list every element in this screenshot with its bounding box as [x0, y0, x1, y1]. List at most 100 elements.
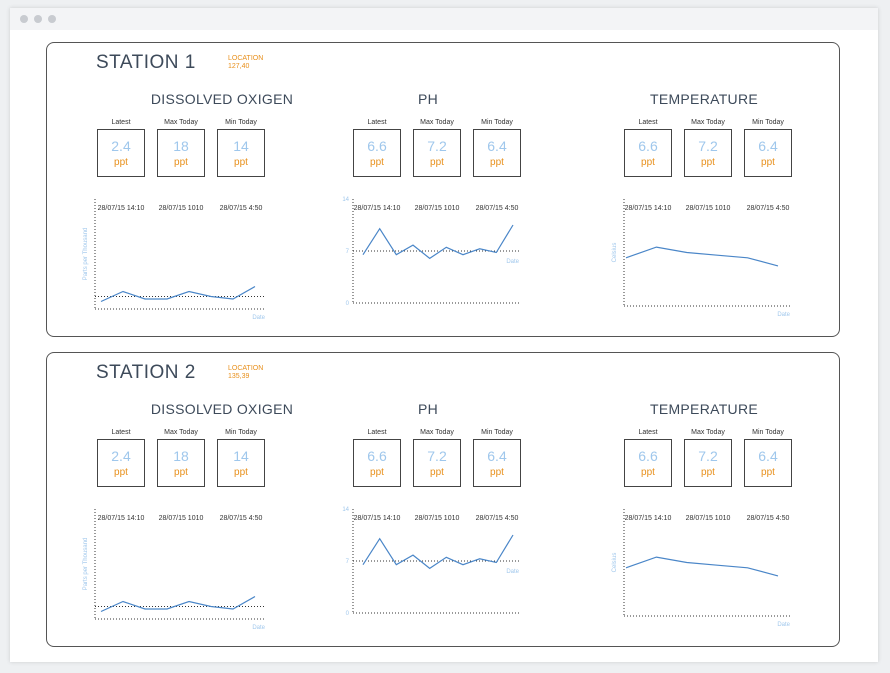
stat-time: 28/07/15 4:50 — [746, 205, 790, 212]
stat-box: 2.4 ppt — [97, 439, 145, 487]
stat-time: 28/07/15 1010 — [158, 205, 204, 212]
ph-chart: Date 0 7 14 — [342, 507, 519, 617]
stat-unit: ppt — [430, 467, 444, 478]
stat-value: 14 — [233, 448, 249, 464]
stat-min: Min Today 6.4 ppt 28/07/15 4:50 — [473, 429, 521, 522]
window-dot-icon[interactable] — [20, 15, 28, 23]
stat-unit: ppt — [490, 157, 504, 168]
stat-unit: ppt — [490, 467, 504, 478]
stat-box: 6.6 ppt — [353, 439, 401, 487]
x-axis-label: Date — [777, 312, 790, 318]
stat-box: 14 ppt — [217, 129, 265, 177]
stat-box: 6.4 ppt — [473, 129, 521, 177]
stat-label: Max Today — [420, 119, 454, 126]
stat-unit: ppt — [114, 467, 128, 478]
location-label: LOCATION — [228, 55, 264, 62]
x-axis-label: Date — [506, 259, 519, 265]
stat-max: Max Today 7.2 ppt 28/07/15 1010 — [413, 119, 461, 212]
y-tick-label: 7 — [346, 559, 350, 565]
stat-time: 28/07/15 4:50 — [746, 515, 790, 522]
stat-value: 7.2 — [698, 448, 718, 464]
stat-label: Min Today — [752, 119, 784, 126]
stat-box: 6.4 ppt — [744, 129, 792, 177]
stat-time: 28/07/15 14:10 — [97, 515, 145, 522]
stat-label: Latest — [367, 119, 387, 126]
station-panel: STATION 2 LOCATION 135,39 DISSOLVED OXIG… — [46, 352, 840, 647]
metric-title: DISSOLVED OXIGEN — [150, 401, 294, 417]
window-dot-icon[interactable] — [34, 15, 42, 23]
stat-box: 6.6 ppt — [353, 129, 401, 177]
stat-latest: Latest 2.4 ppt 28/07/15 14:10 — [97, 119, 145, 212]
stat-value: 18 — [173, 138, 189, 154]
stat-time: 28/07/15 14:10 — [353, 205, 401, 212]
window-dot-icon[interactable] — [48, 15, 56, 23]
stat-unit: ppt — [114, 157, 128, 168]
series-line — [100, 285, 256, 303]
stat-box: 6.6 ppt — [624, 129, 672, 177]
stat-value: 2.4 — [111, 138, 131, 154]
stat-value: 6.4 — [758, 138, 778, 154]
stat-latest: Latest 6.6 ppt 28/07/15 14:10 — [353, 429, 401, 522]
stat-latest: Latest 6.6 ppt 28/07/15 14:10 — [624, 429, 672, 522]
stat-time: 28/07/15 14:10 — [97, 205, 145, 212]
metric-temperature: TEMPERATURE Latest 6.6 ppt 28/07/15 14:1… — [574, 401, 844, 641]
stat-label: Max Today — [164, 429, 198, 436]
stat-value: 6.4 — [487, 448, 507, 464]
stat-label: Latest — [638, 429, 658, 436]
stat-label: Latest — [367, 429, 387, 436]
metric-dissolved-oxygen: DISSOLVED OXIGEN Latest 2.4 ppt 28/07/15… — [83, 401, 357, 641]
metric-title: DISSOLVED OXIGEN — [150, 91, 294, 107]
y-axis-label: Parts per Thousand — [83, 538, 89, 591]
stat-latest: Latest 2.4 ppt 28/07/15 14:10 — [97, 429, 145, 522]
metric-title: PH — [417, 401, 439, 417]
stat-box: 7.2 ppt — [413, 439, 461, 487]
location-value: 127,40 — [228, 63, 250, 70]
metric-ph: PH Latest 6.6 ppt 28/07/15 14:10 Max Tod… — [303, 401, 573, 641]
stat-time: 28/07/15 4:50 — [475, 515, 519, 522]
stat-label: Max Today — [164, 119, 198, 126]
stat-box: 7.2 ppt — [684, 439, 732, 487]
y-tick-label: 0 — [346, 301, 350, 307]
stat-min: Min Today 6.4 ppt 28/07/15 4:50 — [473, 119, 521, 212]
series-line — [625, 556, 779, 577]
stat-max: Max Today 18 ppt 28/07/15 1010 — [157, 429, 205, 522]
temperature-chart: Date Celsius — [612, 509, 791, 628]
stat-latest: Latest 6.6 ppt 28/07/15 14:10 — [353, 119, 401, 212]
metric-title: PH — [417, 91, 439, 107]
stat-time: 28/07/15 14:10 — [353, 515, 401, 522]
stat-label: Min Today — [752, 429, 784, 436]
stat-min: Min Today 6.4 ppt 28/07/15 4:50 — [744, 429, 792, 522]
y-axis-label: Celsius — [612, 243, 618, 263]
stat-unit: ppt — [234, 467, 248, 478]
browser-window: STATION 1 LOCATION 127,40 DISSOLVED OXIG… — [10, 8, 878, 662]
stat-min: Min Today 14 ppt 28/07/15 4:50 — [217, 429, 265, 522]
stat-label: Latest — [111, 429, 131, 436]
x-axis-label: Date — [252, 625, 265, 631]
stat-unit: ppt — [370, 467, 384, 478]
stat-unit: ppt — [641, 157, 655, 168]
stat-unit: ppt — [430, 157, 444, 168]
stat-label: Min Today — [481, 119, 513, 126]
stat-unit: ppt — [761, 157, 775, 168]
y-tick-label: 7 — [346, 249, 350, 255]
stat-value: 6.4 — [758, 448, 778, 464]
stat-max: Max Today 7.2 ppt 28/07/15 1010 — [413, 429, 461, 522]
stat-time: 28/07/15 14:10 — [624, 515, 672, 522]
x-axis-label: Date — [777, 622, 790, 628]
stat-box: 7.2 ppt — [413, 129, 461, 177]
stat-box: 7.2 ppt — [684, 129, 732, 177]
stat-max: Max Today 18 ppt 28/07/15 1010 — [157, 119, 205, 212]
series-line — [100, 595, 256, 613]
metric-title: TEMPERATURE — [649, 91, 759, 107]
ph-chart: Date 0 7 14 — [342, 197, 519, 307]
station-panel: STATION 1 LOCATION 127,40 DISSOLVED OXIG… — [46, 42, 840, 337]
location-label: LOCATION — [228, 365, 264, 372]
series-line — [362, 534, 514, 570]
station-title: STATION 1 — [96, 52, 196, 73]
stat-label: Min Today — [225, 119, 257, 126]
x-axis-label: Date — [506, 569, 519, 575]
stat-label: Max Today — [691, 119, 725, 126]
stat-unit: ppt — [641, 467, 655, 478]
stat-box: 18 ppt — [157, 439, 205, 487]
stat-max: Max Today 7.2 ppt 28/07/15 1010 — [684, 429, 732, 522]
